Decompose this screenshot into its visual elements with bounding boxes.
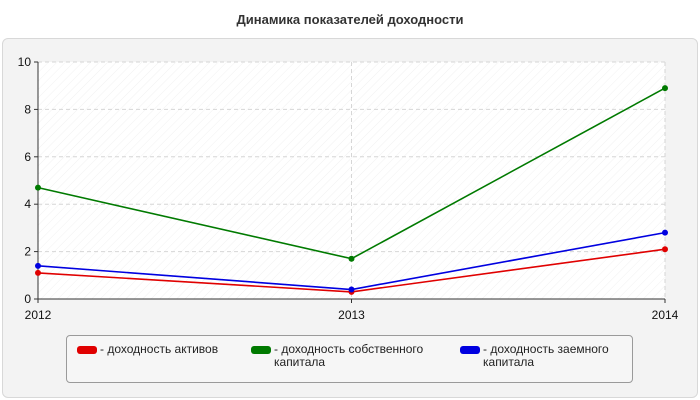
- legend-item-debt: - доходность заемного капитала: [460, 343, 609, 369]
- y-tick-label: 10: [18, 55, 32, 69]
- legend-label-debt: - доходность заемного капитала: [483, 342, 609, 369]
- legend-swatch-debt: [460, 346, 480, 354]
- legend-label-assets: - доходность активов: [100, 342, 219, 356]
- legend-swatch-assets: [77, 346, 97, 354]
- y-tick-label: 0: [24, 292, 31, 306]
- tick-labels: 0 2 4 6 8 10 2012 2013 2014: [18, 55, 679, 322]
- data-point-1: [348, 255, 355, 262]
- series-layer: [35, 85, 668, 295]
- data-point-0: [35, 269, 41, 276]
- data-point-2: [348, 286, 355, 293]
- legend: - доходность активов - доходность собств…: [66, 335, 633, 383]
- x-tick-label: 2013: [338, 308, 365, 322]
- y-tick-label: 6: [24, 150, 31, 164]
- y-tick-label: 4: [24, 197, 31, 211]
- y-tick-label: 8: [24, 102, 31, 116]
- x-tick-label: 2012: [25, 308, 52, 322]
- data-point-1: [35, 184, 41, 191]
- legend-item-assets: - доходность активов: [77, 343, 218, 356]
- axes: [34, 61, 666, 303]
- chart-title: Динамика показателей доходности: [236, 12, 464, 27]
- x-tick-label: 2014: [652, 308, 679, 322]
- legend-label-equity: - доходность собственного капитала: [274, 342, 424, 369]
- data-point-0: [662, 246, 668, 253]
- data-point-1: [662, 85, 668, 92]
- legend-swatch-equity: [251, 346, 271, 354]
- y-tick-label: 2: [24, 245, 31, 259]
- legend-item-equity: - доходность собственного капитала: [251, 343, 423, 369]
- data-point-2: [35, 262, 41, 269]
- data-point-2: [662, 229, 668, 236]
